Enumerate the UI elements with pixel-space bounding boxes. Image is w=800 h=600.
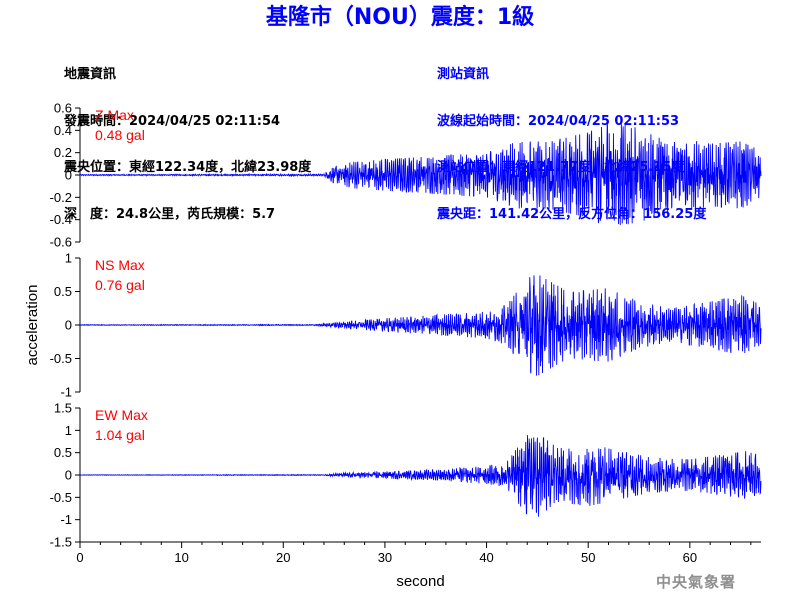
y-tick-label: 1.5 [54, 401, 72, 416]
y-tick-label: -1.5 [50, 535, 72, 550]
panel-ns: -1 -0.5 0 0.5 1 NS Max 0.76 gal [50, 251, 762, 400]
x-tick-label: 20 [276, 550, 290, 565]
max-label: NS Max [95, 257, 145, 273]
y-tick-label: -0.2 [50, 190, 72, 205]
x-tick-label: 30 [378, 550, 392, 565]
distance-azimuth: 震央距：141.42公里，反方位角：156.25度 [437, 206, 707, 222]
x-tick-label: 10 [174, 550, 188, 565]
waveform-trace [79, 275, 762, 376]
waveform-trace [79, 435, 762, 517]
y-tick-label: 0.6 [54, 101, 72, 116]
x-tick-label: 60 [683, 550, 697, 565]
y-tick-label: -1 [60, 512, 72, 527]
quake-info-heading: 地震資訊 [64, 67, 117, 82]
x-tick-label: 0 [76, 550, 83, 565]
y-axis-label: acceleration [24, 285, 41, 366]
quake-info-block: 地震資訊 發震時間：2024/04/25 02:11:54 震央位置：東經122… [64, 36, 311, 238]
panel-z: -0.6 -0.4 -0.2 0 0.2 0.4 0.6 Z Max 0.48 gal [50, 101, 762, 250]
max-label: EW Max [95, 407, 148, 423]
waveform-trace [79, 123, 762, 225]
y-tick-label: -0.4 [50, 212, 72, 227]
origin-time: 發震時間：2024/04/25 02:11:54 [64, 113, 281, 129]
page-title: 基隆市（NOU）震度：1級 [265, 5, 535, 30]
max-value: 0.76 gal [95, 277, 145, 293]
x-tick-label: 40 [479, 550, 493, 565]
station-info-heading: 測站資訊 [437, 67, 490, 82]
depth-magnitude: 深 度：24.8公里，芮氏規模：5.7 [64, 206, 276, 222]
y-tick-label: 1 [65, 251, 72, 266]
max-label: Z Max [95, 107, 134, 123]
y-tick-label: 0.2 [54, 145, 72, 160]
y-tick-label: -1 [60, 385, 72, 400]
y-tick-label: -0.6 [50, 235, 72, 250]
max-value: 0.48 gal [95, 127, 145, 143]
y-tick-label: -0.5 [50, 351, 72, 366]
y-tick-label: -0.5 [50, 490, 72, 505]
epicenter-location: 震央位置：東經122.34度，北緯23.98度 [64, 160, 312, 175]
x-axis-label: second [396, 573, 444, 590]
agency-watermark: 中央氣象署 [656, 573, 737, 591]
wave-start-time: 波線起始時間：2024/04/25 02:11:53 [437, 113, 680, 129]
y-tick-label: 0 [65, 318, 72, 333]
max-value: 1.04 gal [95, 427, 145, 443]
panel-ew: -1.5 -1 -0.5 0 0.5 1 1.5 EW Max 1.04 gal [50, 401, 762, 550]
y-tick-label: 0.4 [54, 123, 72, 138]
y-tick-label: 1 [65, 423, 72, 438]
y-tick-label: 0 [65, 468, 72, 483]
y-tick-label: 0 [65, 168, 72, 183]
x-axis: 0 10 20 30 40 50 60 [76, 541, 761, 565]
x-tick-label: 50 [581, 550, 595, 565]
y-tick-label: 0.5 [54, 284, 72, 299]
y-tick-label: 0.5 [54, 445, 72, 460]
